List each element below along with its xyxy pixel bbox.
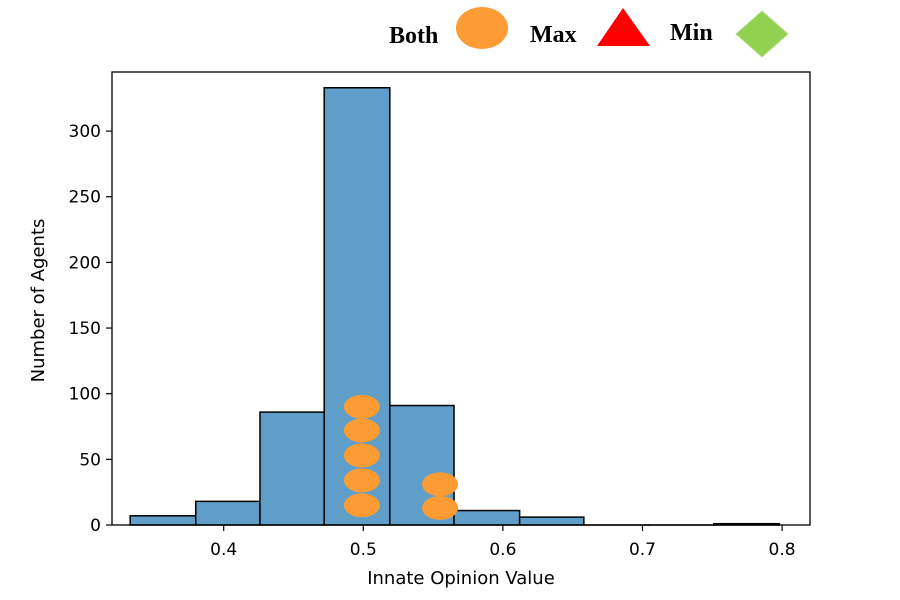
x-tick-label: 0.5 <box>350 540 377 560</box>
x-tick-label: 0.8 <box>769 540 796 560</box>
x-axis-label: Innate Opinion Value <box>367 568 555 589</box>
both-marker-2 <box>343 443 380 468</box>
legend: Both Max Min <box>389 7 789 58</box>
both-marker-6 <box>422 495 459 520</box>
y-tick-label: 200 <box>69 253 101 273</box>
legend-label-max: Max <box>530 22 577 48</box>
both-marker-0 <box>343 394 380 419</box>
x-tick-label: 0.7 <box>629 540 656 560</box>
both-marker-3 <box>343 468 380 493</box>
y-tick-label: 150 <box>69 319 101 339</box>
histogram-bar-5 <box>453 509 521 526</box>
y-axis: 0 50 100 150 200 250 300 <box>69 122 112 536</box>
y-tick-label: 250 <box>69 188 101 208</box>
legend-label-both: Both <box>389 23 438 49</box>
y-tick-label: 100 <box>69 385 101 405</box>
x-axis: 0.4 0.5 0.6 0.7 0.8 <box>210 525 796 560</box>
histogram-bar-0 <box>129 515 197 526</box>
legend-both-marker-icon <box>456 7 508 49</box>
legend-min-marker-icon <box>735 10 789 58</box>
plot-area-frame <box>111 71 811 526</box>
legend-label-min: Min <box>670 20 713 46</box>
y-tick-label: 300 <box>69 122 101 142</box>
y-tick-label: 50 <box>79 450 101 470</box>
markers-layer <box>343 394 459 520</box>
both-marker-5 <box>422 472 459 497</box>
histogram-bar-6 <box>518 516 585 526</box>
bars-layer <box>129 87 781 526</box>
x-tick-label: 0.6 <box>489 540 516 560</box>
both-marker-1 <box>343 418 380 443</box>
histogram-bar-2 <box>259 411 325 526</box>
legend-max-marker-icon <box>597 8 650 46</box>
y-axis-label: Number of Agents <box>28 219 49 383</box>
histogram-bar-1 <box>195 500 261 526</box>
y-tick-label: 0 <box>90 516 101 536</box>
both-marker-4 <box>343 493 380 518</box>
x-tick-label: 0.4 <box>210 540 237 560</box>
